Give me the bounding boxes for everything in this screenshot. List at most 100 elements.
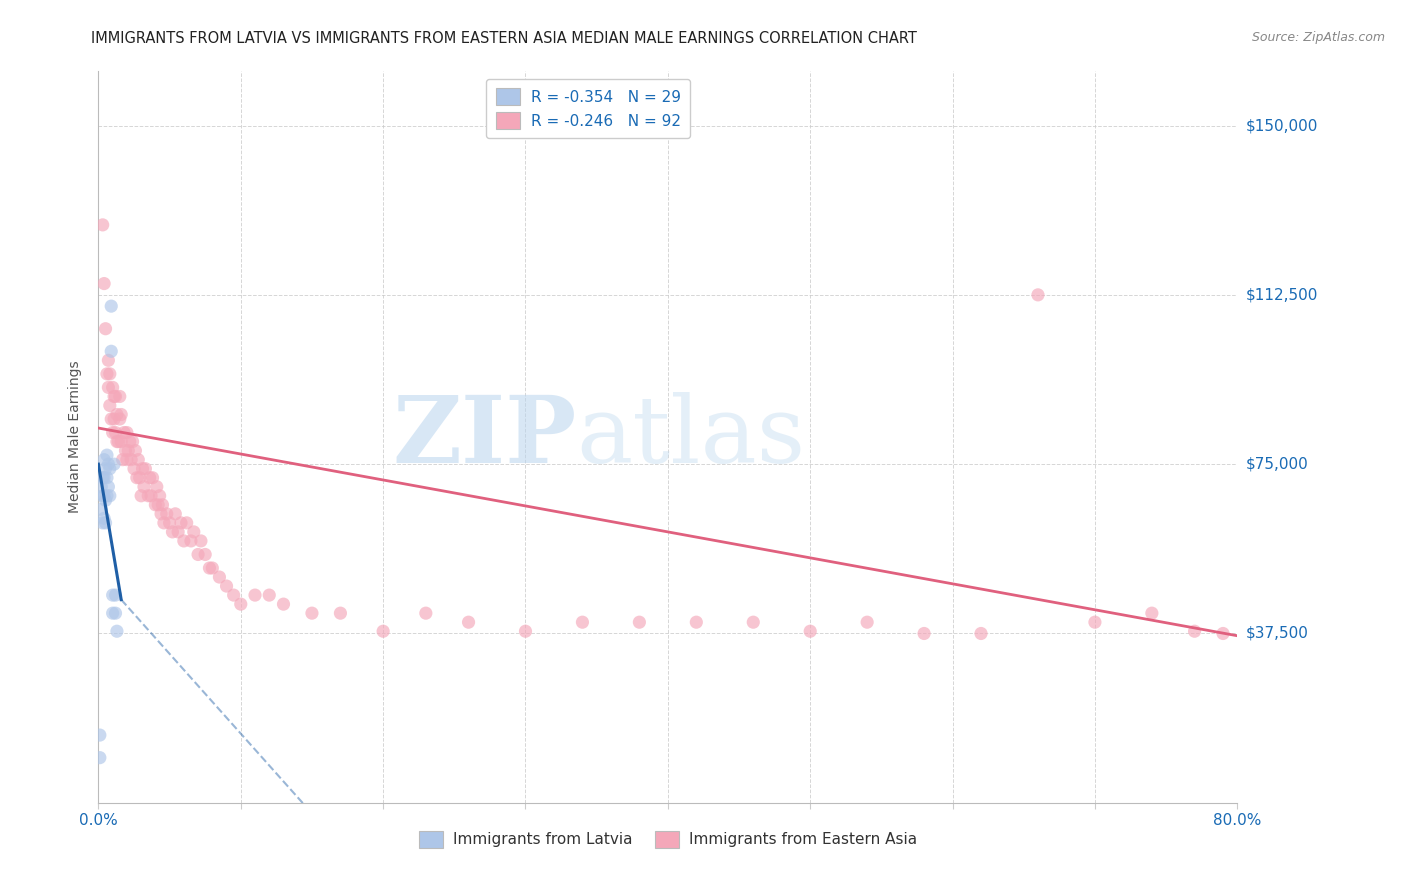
Point xyxy=(93,471,115,485)
Point xyxy=(152,498,174,512)
Point xyxy=(105,624,128,639)
Point xyxy=(183,524,205,539)
Point xyxy=(150,507,173,521)
Point xyxy=(104,606,127,620)
Text: $150,000: $150,000 xyxy=(1246,118,1319,133)
Point xyxy=(104,425,127,440)
Point xyxy=(127,452,149,467)
Point xyxy=(259,588,281,602)
Point xyxy=(165,507,187,521)
Point xyxy=(101,380,124,394)
Point xyxy=(114,443,136,458)
Point xyxy=(145,498,167,512)
Point xyxy=(103,457,125,471)
Point xyxy=(1212,626,1234,640)
Point xyxy=(94,516,117,530)
Point xyxy=(93,511,115,525)
Point xyxy=(105,408,128,422)
Point xyxy=(100,344,122,359)
Point xyxy=(98,461,121,475)
Point xyxy=(273,597,295,611)
Point xyxy=(129,489,152,503)
Point xyxy=(97,480,120,494)
Point xyxy=(167,524,190,539)
Point xyxy=(90,502,112,516)
Point xyxy=(136,489,159,503)
Point xyxy=(799,624,821,639)
Point xyxy=(222,588,245,602)
Point xyxy=(96,489,118,503)
Point xyxy=(101,588,124,602)
Point xyxy=(1026,288,1049,302)
Point xyxy=(373,624,395,639)
Text: ZIP: ZIP xyxy=(392,392,576,482)
Point xyxy=(91,471,114,485)
Point xyxy=(93,277,115,291)
Text: IMMIGRANTS FROM LATVIA VS IMMIGRANTS FROM EASTERN ASIA MEDIAN MALE EARNINGS CORR: IMMIGRANTS FROM LATVIA VS IMMIGRANTS FRO… xyxy=(91,31,917,46)
Point xyxy=(141,471,163,485)
Point xyxy=(742,615,765,630)
Point xyxy=(120,452,142,467)
Point xyxy=(1184,624,1206,639)
Point xyxy=(229,597,252,611)
Y-axis label: Median Male Earnings: Median Male Earnings xyxy=(69,360,83,514)
Point xyxy=(115,452,138,467)
Point xyxy=(104,588,127,602)
Point xyxy=(132,480,155,494)
Point xyxy=(148,498,170,512)
Point xyxy=(190,533,212,548)
Point xyxy=(156,507,179,521)
Point xyxy=(176,516,198,530)
Point xyxy=(89,728,111,742)
Point xyxy=(124,443,146,458)
Point xyxy=(1140,606,1163,620)
Point xyxy=(243,588,266,602)
Point xyxy=(187,548,209,562)
Legend: Immigrants from Latvia, Immigrants from Eastern Asia: Immigrants from Latvia, Immigrants from … xyxy=(413,825,922,854)
Point xyxy=(208,570,231,584)
Text: atlas: atlas xyxy=(576,392,806,482)
Point xyxy=(125,471,148,485)
Point xyxy=(215,579,238,593)
Point xyxy=(170,516,193,530)
Point xyxy=(91,489,114,503)
Point xyxy=(180,533,202,548)
Text: Source: ZipAtlas.com: Source: ZipAtlas.com xyxy=(1251,31,1385,45)
Point xyxy=(100,412,122,426)
Point xyxy=(96,471,118,485)
Point xyxy=(94,322,117,336)
Point xyxy=(1084,615,1107,630)
Point xyxy=(89,750,111,764)
Point xyxy=(162,524,184,539)
Point xyxy=(96,448,118,462)
Point xyxy=(100,299,122,313)
Point xyxy=(111,452,134,467)
Point xyxy=(685,615,707,630)
Point xyxy=(159,516,181,530)
Point xyxy=(198,561,221,575)
Point xyxy=(110,408,132,422)
Point xyxy=(118,434,141,449)
Point xyxy=(121,434,143,449)
Point xyxy=(571,615,593,630)
Point xyxy=(153,516,176,530)
Point xyxy=(97,353,120,368)
Point xyxy=(146,480,169,494)
Point xyxy=(628,615,651,630)
Point xyxy=(91,218,114,232)
Point xyxy=(93,452,115,467)
Point xyxy=(90,480,112,494)
Point xyxy=(107,434,129,449)
Point xyxy=(101,425,124,440)
Point xyxy=(970,626,993,640)
Text: $112,500: $112,500 xyxy=(1246,287,1319,302)
Point xyxy=(139,489,162,503)
Point xyxy=(93,489,115,503)
Point xyxy=(97,457,120,471)
Point xyxy=(98,399,121,413)
Point xyxy=(98,367,121,381)
Point xyxy=(856,615,879,630)
Point xyxy=(457,615,479,630)
Text: $37,500: $37,500 xyxy=(1246,626,1309,641)
Point xyxy=(173,533,195,548)
